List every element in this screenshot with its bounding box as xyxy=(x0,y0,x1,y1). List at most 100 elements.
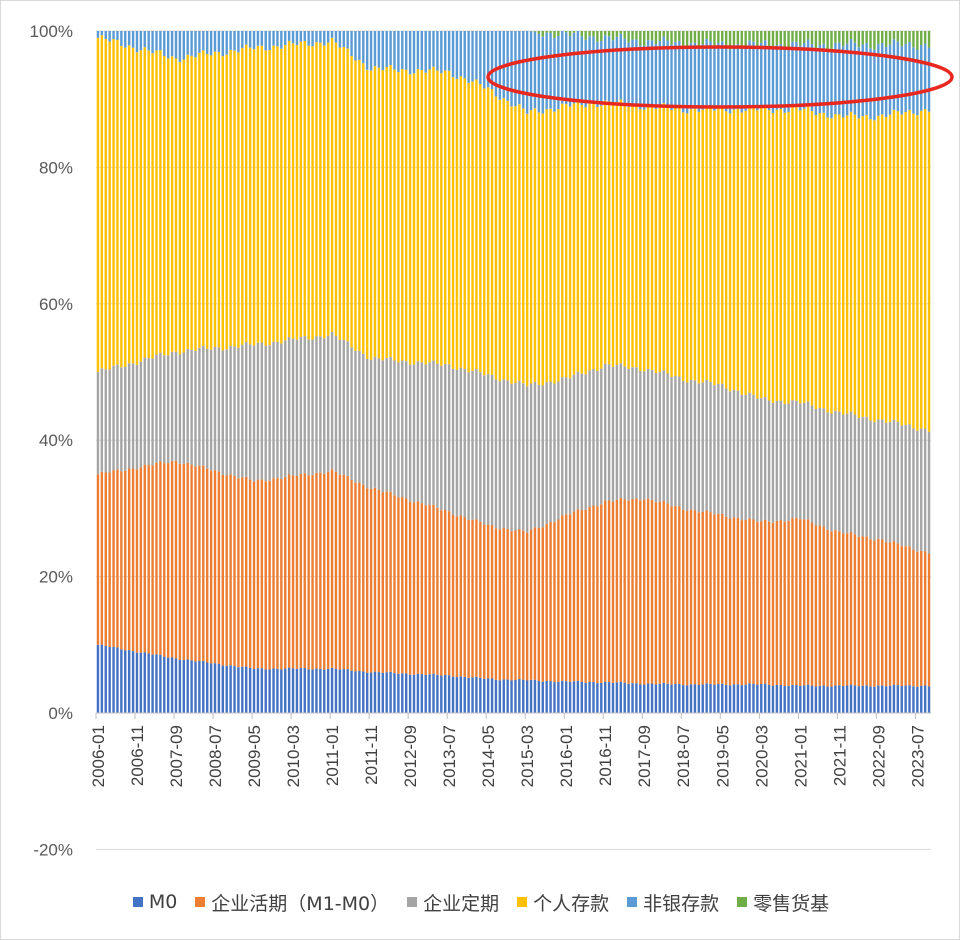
bar-segment xyxy=(483,375,486,525)
bar-segment xyxy=(186,659,189,713)
bar-segment xyxy=(373,671,377,713)
bar-segment xyxy=(514,530,517,680)
bar-segment xyxy=(678,107,681,377)
bar-segment xyxy=(401,69,404,361)
bar-segment xyxy=(752,519,755,684)
bar-segment xyxy=(342,46,345,340)
bar-segment xyxy=(104,31,107,39)
bar-segment xyxy=(865,42,868,115)
bar-segment xyxy=(373,487,377,672)
bar-segment xyxy=(401,673,404,713)
bar-segment xyxy=(369,488,373,673)
bar-segment xyxy=(576,371,580,510)
bar-segment xyxy=(217,663,221,713)
bar-segment xyxy=(323,338,326,474)
bar-segment xyxy=(802,31,806,43)
bar-segment xyxy=(748,392,751,519)
bar-segment xyxy=(826,686,829,713)
bar-segment xyxy=(221,56,225,351)
bar-segment xyxy=(795,107,798,401)
bar-segment xyxy=(155,31,158,51)
bar-segment xyxy=(104,472,107,646)
bar-segment xyxy=(787,111,790,404)
y-tick-label: 20% xyxy=(39,568,73,587)
bar-segment xyxy=(385,67,388,359)
bar-segment xyxy=(892,684,896,713)
bar-segment xyxy=(529,31,533,111)
bar-segment xyxy=(365,358,369,489)
bar-segment xyxy=(436,507,439,675)
bar-segment xyxy=(853,31,857,43)
legend-swatch xyxy=(517,897,528,907)
bar-segment xyxy=(408,364,412,502)
bar-segment xyxy=(588,36,591,104)
bar-segment xyxy=(611,366,615,502)
bar-segment xyxy=(190,31,193,56)
bar-segment xyxy=(147,50,150,359)
bar-segment xyxy=(767,400,771,522)
bar-segment xyxy=(834,685,837,713)
bar-segment xyxy=(650,31,654,41)
bar-segment xyxy=(592,369,595,506)
bar-segment xyxy=(256,45,260,343)
bar-segment xyxy=(596,506,599,684)
bar-segment xyxy=(479,521,482,678)
bar-segment xyxy=(326,42,330,336)
bar-segment xyxy=(143,31,146,48)
bar-segment xyxy=(354,671,357,713)
bar-segment xyxy=(572,374,576,512)
bar-segment xyxy=(522,679,525,713)
bar-segment xyxy=(444,31,447,71)
bar-segment xyxy=(252,345,256,482)
bar-segment xyxy=(159,50,162,353)
bar-segment xyxy=(826,48,829,118)
bar-segment xyxy=(186,31,189,55)
bar-segment xyxy=(635,498,638,684)
bar-segment xyxy=(463,31,466,79)
bar-segment xyxy=(806,39,810,107)
bar-segment xyxy=(658,501,662,684)
bar-segment xyxy=(483,524,486,679)
bar-segment xyxy=(416,673,420,713)
bar-segment xyxy=(486,678,490,713)
bar-segment xyxy=(810,110,814,406)
bar-segment xyxy=(693,380,697,511)
legend-swatch xyxy=(132,897,143,907)
bar-segment xyxy=(888,422,892,543)
bar-segment xyxy=(791,400,794,519)
bar-segment xyxy=(845,43,849,116)
x-tick-label: 2014-05 xyxy=(479,725,498,787)
bar-segment xyxy=(533,527,537,680)
bar-segment xyxy=(346,475,349,670)
bar-segment xyxy=(713,514,716,685)
bar-segment xyxy=(701,44,704,110)
bar-segment xyxy=(666,106,669,374)
bar-segment xyxy=(264,345,267,482)
bar-segment xyxy=(537,681,541,713)
bar-segment xyxy=(362,353,365,485)
bar-segment xyxy=(627,500,630,684)
bar-segment xyxy=(888,31,892,45)
bar-segment xyxy=(787,520,790,686)
bar-segment xyxy=(619,681,623,713)
bar-segment xyxy=(471,81,474,371)
bar-segment xyxy=(877,419,880,539)
bar-segment xyxy=(229,474,232,666)
bar-segment xyxy=(561,31,564,104)
bar-segment xyxy=(307,45,310,340)
bar-segment xyxy=(689,379,693,510)
bar-segment xyxy=(330,331,334,470)
bar-segment xyxy=(459,676,463,713)
bar-segment xyxy=(174,658,178,713)
bar-segment xyxy=(311,339,314,476)
bar-segment xyxy=(381,31,384,71)
bar-segment xyxy=(908,424,911,547)
bar-segment xyxy=(280,669,283,713)
bar-segment xyxy=(806,684,810,713)
bar-segment xyxy=(615,36,619,103)
x-tick-label: 2010-03 xyxy=(284,725,303,787)
bar-segment xyxy=(510,531,513,681)
bar-segment xyxy=(904,546,907,686)
bar-segment xyxy=(916,115,919,431)
bar-segment xyxy=(572,511,576,682)
